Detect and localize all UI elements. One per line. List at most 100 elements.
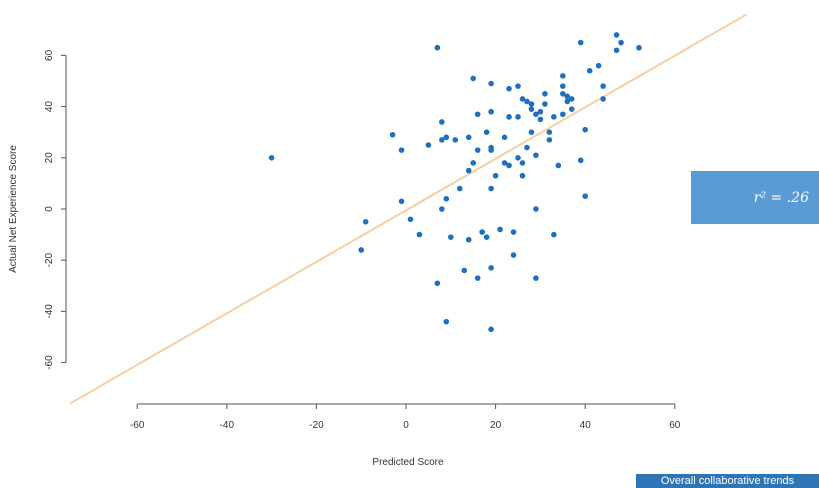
data-point [407,216,414,223]
data-point [389,131,396,138]
data-point [546,137,553,143]
y-tick-label: -60 [44,355,55,370]
data-point [506,85,512,92]
data-point [533,275,539,281]
data-point [488,265,494,271]
data-point [439,137,445,143]
data-point [456,185,463,192]
data-point [577,39,584,46]
x-tick-label: -40 [220,420,235,431]
data-point [528,129,535,135]
data-point [488,108,494,115]
data-point [515,114,521,120]
data-point [358,247,365,253]
data-point [528,106,535,112]
data-point [452,137,459,143]
y-tick-label: 60 [44,49,55,61]
data-point [488,144,494,151]
data-point [524,98,530,105]
data-point [506,114,512,120]
axes-layer: -60 -40 -20 0 20 40 60 -60 -40 -20 0 20 40 60 [44,49,681,431]
data-point [533,111,539,118]
data-point [555,162,562,169]
data-point [586,67,593,74]
data-point [515,155,521,161]
data-point [439,206,445,212]
y-tick-label: 20 [44,152,55,164]
data-point [465,167,472,174]
x-axis-title: Predicted Score [372,457,444,468]
data-point [564,93,571,100]
data-point [398,198,405,205]
data-point [533,152,539,159]
data-point [465,236,472,243]
data-point [595,62,602,69]
y-axis-title: Actual Net Experience Score [8,145,19,273]
data-point [268,155,275,161]
data-point [474,147,481,153]
data-point [542,91,548,97]
data-point [600,96,606,102]
x-tick-label: -20 [309,420,324,431]
data-point [434,280,441,287]
y-tick-label: 40 [44,101,55,113]
data-point [416,231,423,238]
data-point [470,75,477,82]
r-squared-label: r² = .26 [753,189,809,206]
data-point [474,111,481,118]
y-tick-label: -20 [44,253,55,268]
data-point [510,252,517,258]
data-point [448,234,454,240]
data-point [474,275,481,281]
data-point [425,142,432,148]
data-point [613,32,620,38]
data-point [515,83,521,89]
x-tick-label: -60 [130,420,145,431]
data-point [636,44,642,51]
data-point [488,185,494,192]
data-point [434,44,441,51]
data-point [519,160,526,166]
data-point [479,229,485,235]
data-point [546,129,553,135]
points-layer [268,32,642,333]
data-point [465,134,472,141]
trend-line [69,13,747,405]
data-point [497,226,503,233]
data-point [501,160,508,166]
data-point [470,160,477,166]
data-point [582,126,588,133]
data-point [537,108,544,115]
data-point [443,195,450,202]
data-point [564,98,571,105]
data-point [551,231,557,238]
data-point [461,267,468,274]
y-tick-label: 0 [44,206,55,212]
data-point [568,96,575,102]
data-point [492,172,499,179]
data-point [542,101,548,107]
data-point [519,172,526,179]
data-point [488,326,494,333]
data-point [506,162,512,169]
data-point [362,219,369,225]
data-point [537,116,544,123]
data-point [443,134,450,141]
x-tick-label: 20 [490,420,502,431]
data-point [533,206,539,212]
data-point [524,144,530,151]
data-point [483,129,490,135]
data-point [510,229,517,235]
x-tick-label: 0 [403,420,409,431]
data-point [560,91,566,97]
footer-caption: Overall collaborative trends [636,474,819,488]
data-point [439,119,445,125]
y-tick-label: -40 [44,304,55,319]
data-point [519,96,526,102]
data-point [560,83,566,89]
data-point [560,111,566,118]
data-point [398,147,405,153]
data-point [618,39,624,46]
data-point [613,47,620,54]
